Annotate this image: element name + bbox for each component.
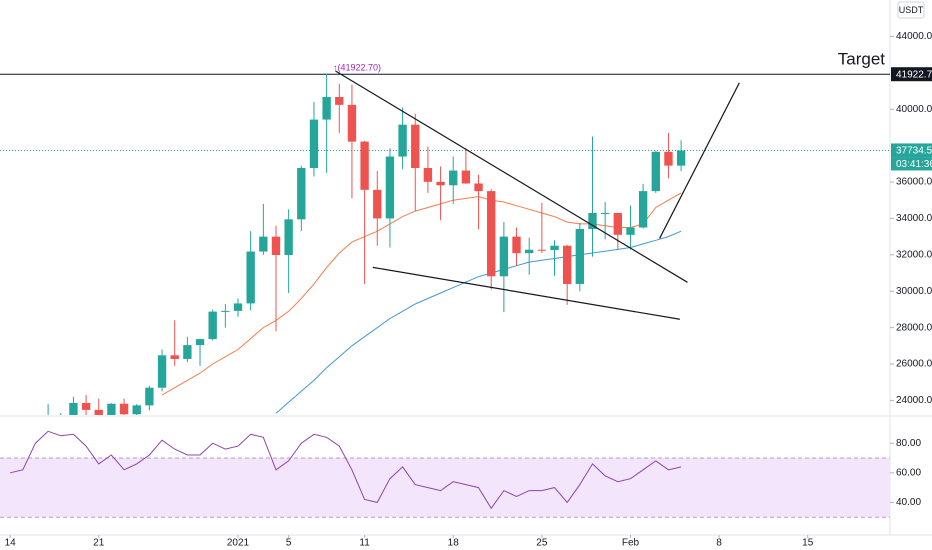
x-tick-label: 11 [359, 538, 370, 549]
candle-body [613, 212, 622, 235]
price-label-box [891, 143, 932, 158]
y-tick-label: 32000.00 [896, 249, 932, 260]
y-tick-label: 26000.00 [896, 359, 932, 370]
candle-body [600, 212, 610, 214]
candle-body [208, 311, 217, 340]
y-tick-label: 24000.00 [896, 395, 932, 406]
candle-body [487, 191, 496, 277]
rsi-line [9, 430, 682, 510]
x-tick-label: 15 [802, 538, 814, 549]
candle-body [132, 405, 141, 415]
candle-body [588, 212, 597, 229]
candle-body [107, 403, 116, 415]
candle-body [233, 303, 243, 311]
candle-body [297, 168, 306, 220]
countdown-box [891, 157, 932, 171]
axes: Target 24000.00 26000.00 28000.00 30000.00 32… [5, 31, 932, 549]
candle-body [347, 104, 357, 142]
candle-body [322, 97, 331, 120]
candle-body [626, 227, 635, 235]
y-tick-label: 80.00 [896, 438, 921, 449]
currency-box [897, 1, 925, 19]
candle-body [195, 339, 205, 346]
candle-body [638, 191, 648, 228]
peak-label: ↑(41922.70) [333, 62, 381, 72]
x-tick-label: 25 [536, 538, 548, 549]
y-tick-label: 44000.00 [896, 31, 932, 42]
candle-body [170, 355, 179, 359]
candle-body [499, 236, 509, 277]
candle-body [221, 310, 230, 312]
x-tick-label: Feb [622, 538, 640, 549]
countdown: 03:41:36 [896, 159, 932, 170]
y-tick-label: 60.00 [896, 467, 921, 478]
y-tick-label: 40.00 [896, 497, 921, 508]
candle-body [157, 355, 167, 388]
x-tick-label: 2021 [227, 538, 250, 549]
candle-body [474, 183, 483, 192]
y-tick-label: 34000.00 [896, 213, 932, 224]
currency: USDT [899, 5, 924, 15]
price-pane: ↑(41922.70) [0, 62, 890, 415]
candle-body [335, 97, 344, 105]
annotation: Target [838, 49, 886, 68]
candle-body [411, 124, 420, 169]
y-tick-label: 30000.00 [896, 286, 932, 297]
y-tick-label: 28000.00 [896, 322, 932, 333]
candle-body [676, 150, 686, 166]
candle-body [423, 168, 433, 182]
candle-body [562, 245, 572, 284]
candle-body [436, 181, 445, 186]
rsi-pane [0, 430, 890, 518]
price-label: 41922.70 [896, 69, 932, 80]
x-tick-label: 8 [716, 538, 722, 549]
candle-body [575, 228, 585, 284]
candle-body [69, 402, 78, 415]
candle-body [81, 402, 91, 410]
candle-body [512, 236, 521, 254]
price-label-box [891, 67, 932, 82]
candle-body [525, 249, 534, 254]
candle-body [461, 170, 471, 184]
candle-body [385, 156, 395, 219]
x-tick-label: 5 [286, 538, 292, 549]
x-tick-label: 21 [93, 538, 105, 549]
candle-body [94, 409, 103, 415]
candle-body [271, 236, 281, 256]
candle-body [145, 387, 154, 406]
candle-body [183, 345, 192, 359]
candle-body [373, 189, 382, 219]
candle-body [537, 249, 547, 251]
candle-body [449, 170, 458, 186]
y-tick-label: 36000.00 [896, 177, 932, 188]
candle-body [360, 141, 369, 190]
x-tick-label: 18 [448, 538, 460, 549]
moving-average [275, 230, 682, 414]
candle-body [550, 245, 559, 251]
trendline [335, 70, 688, 283]
y-tick-label: 40000.00 [896, 104, 932, 115]
candle-body [119, 403, 129, 415]
candle-body [284, 219, 293, 256]
candle-body [309, 119, 319, 169]
candle-body [651, 151, 660, 192]
candle-body [664, 151, 673, 166]
trendline [372, 266, 680, 320]
candle-body [259, 236, 268, 252]
candle-body [246, 251, 255, 304]
trendline [659, 82, 740, 239]
x-tick-label: 14 [5, 538, 17, 549]
price-label: 37734.54 [896, 146, 932, 157]
candle-body [398, 124, 407, 157]
